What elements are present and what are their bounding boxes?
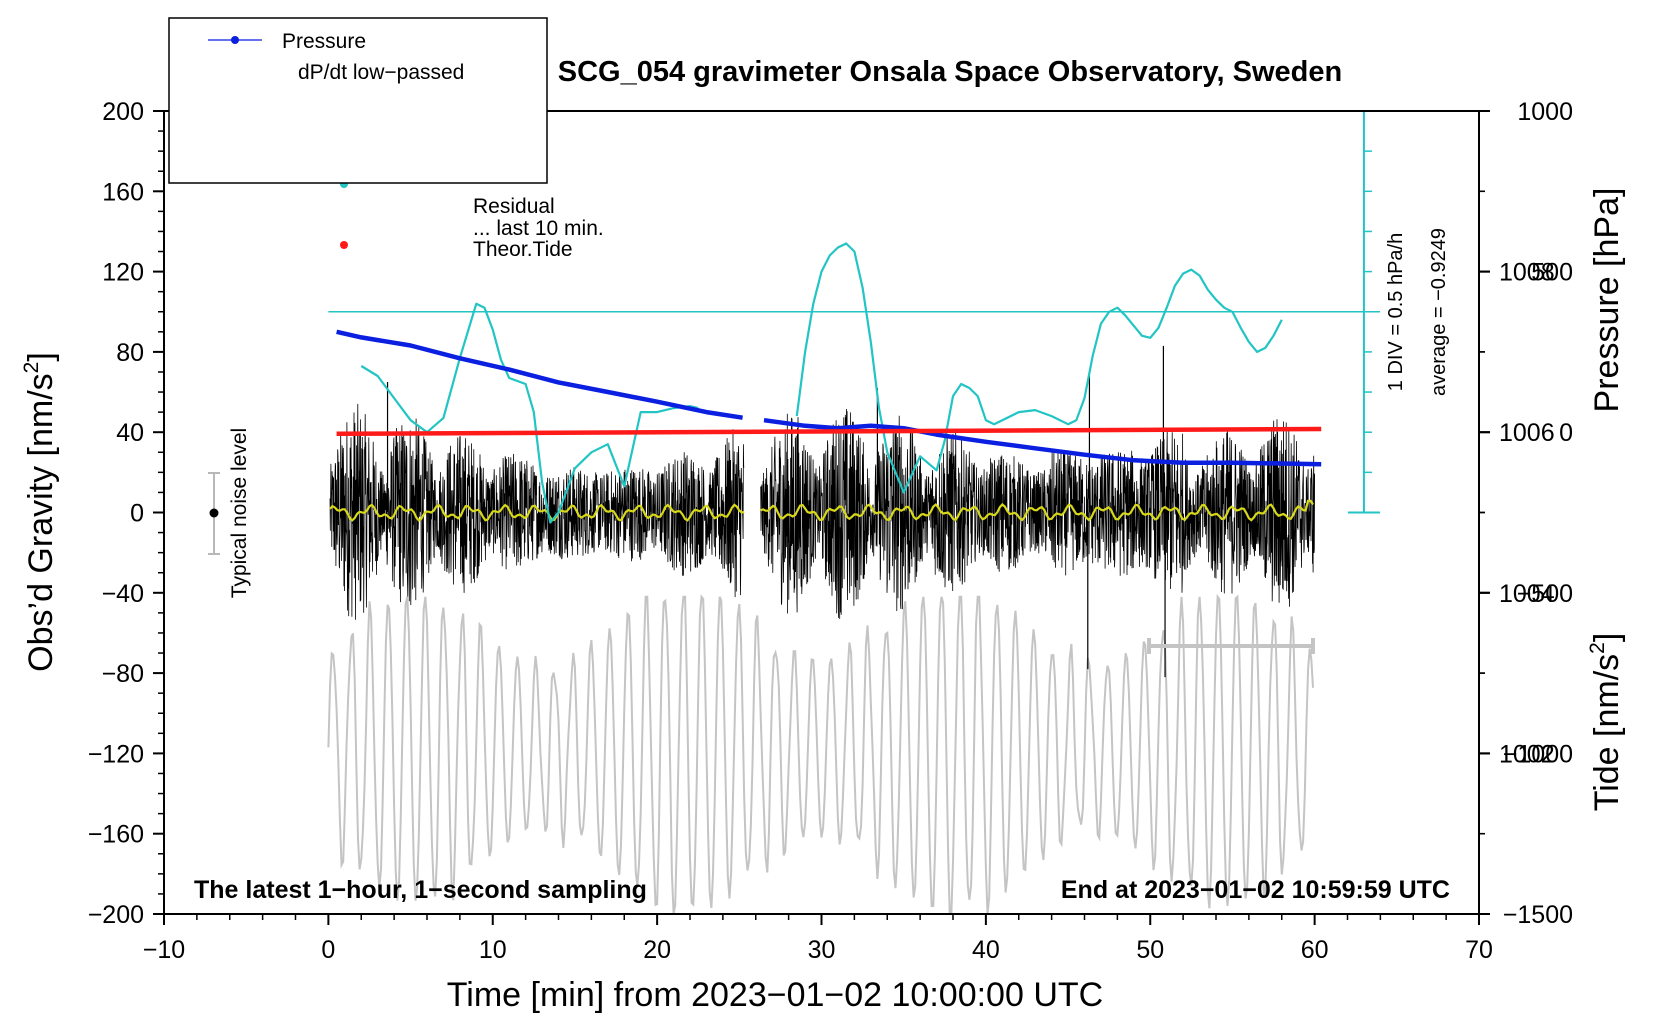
inline-legend-last-10-min: ... last 10 min.: [473, 217, 604, 240]
left-tick-label: −160: [88, 821, 144, 849]
axes-layer: −10 0 10 20 30 40 50 60 70 200 160 120 80 40 0 −40 −80 −1…: [88, 98, 1573, 964]
x-tick-label: 40: [972, 936, 1000, 964]
ten-minute-bar: [1147, 638, 1315, 654]
tide-tick-label: −500: [1517, 580, 1573, 608]
x-tick-label: 30: [808, 936, 836, 964]
left-tick-label: 0: [130, 500, 144, 528]
x-tick-label: −10: [143, 936, 185, 964]
noise-marker: [208, 472, 220, 555]
legend-pressure-label: Pressure: [282, 30, 366, 53]
legend-pressure-dot: [231, 36, 239, 44]
pressure-tick-label: 1004: [1499, 580, 1555, 608]
left-tick-label: −120: [88, 740, 144, 768]
tide-start-dot: [340, 241, 348, 249]
left-tick-label: 120: [102, 259, 144, 287]
dpdt-div-label: 1 DIV = 0.5 hPa/h: [1385, 233, 1407, 391]
dpdt-line: [360, 302, 699, 524]
pressure-line: [763, 417, 1322, 467]
legend-dpdt-label: dP/dt low−passed: [298, 61, 464, 84]
microseism-line: [327, 593, 1314, 915]
left-tick-label: 160: [102, 178, 144, 206]
pressure-tick-label: 1006: [1499, 419, 1555, 447]
tide-tick-label: −1500: [1503, 901, 1573, 929]
inline-legend-residual: Residual: [473, 195, 555, 218]
x-tick-label: 20: [643, 936, 671, 964]
residual-line: [760, 408, 1315, 619]
pressure-line: [336, 329, 743, 420]
left-tick-label: 40: [116, 419, 144, 447]
x-tick-label: 10: [479, 936, 507, 964]
left-tick-label: −40: [102, 580, 144, 608]
x-tick-label: 60: [1301, 936, 1329, 964]
legend: Pressure dP/dt low−passed: [168, 17, 548, 184]
tide-axis-title: Tide [nm/s2]: [1586, 633, 1626, 812]
left-tick-label: 200: [102, 98, 144, 126]
x-tick-label: 70: [1465, 936, 1493, 964]
tide-tick-label: 500: [1531, 259, 1573, 287]
residual-smoothed-line: [760, 499, 1314, 522]
dpdt-average-label: average = −0.9249: [1428, 228, 1450, 396]
x-tick-label: 0: [321, 936, 335, 964]
tide-line: [336, 426, 1322, 437]
residual-smoothed-line: [329, 503, 745, 522]
pressure-tick-label: 1002: [1499, 740, 1555, 768]
left-tick-label: −200: [88, 901, 144, 929]
inline-legend-theor-tide: Theor.Tide: [473, 238, 573, 261]
bottom-left-note: The latest 1−hour, 1−second sampling: [194, 876, 647, 904]
dpdt-line: [795, 242, 1283, 494]
x-tick-label: 50: [1136, 936, 1164, 964]
residual-line: [329, 403, 745, 620]
legend-box: [168, 17, 548, 184]
x-axis-title: Time [min] from 2023−01−02 10:00:00 UTC: [447, 976, 1103, 1014]
series-layer: [327, 242, 1380, 915]
left-tick-label: 80: [116, 339, 144, 367]
left-axis-title: Obs’d Gravity [nm/s2]: [20, 352, 60, 672]
bottom-right-note: End at 2023−01−02 10:59:59 UTC: [1061, 876, 1450, 904]
noise-center-dot: [209, 508, 219, 518]
tide-tick-label: 1000: [1517, 98, 1573, 126]
pressure-tick-label: 1008: [1499, 259, 1555, 287]
tide-tick-label: 0: [1559, 419, 1573, 447]
tide-tick-label: −1000: [1503, 740, 1573, 768]
pressure-axis-title: Pressure [hPa]: [1588, 188, 1626, 413]
noise-label: Typical noise level: [228, 428, 251, 598]
chart-title: SCG_054 gravimeter Onsala Space Observat…: [558, 56, 1342, 88]
left-tick-label: −80: [102, 660, 144, 688]
